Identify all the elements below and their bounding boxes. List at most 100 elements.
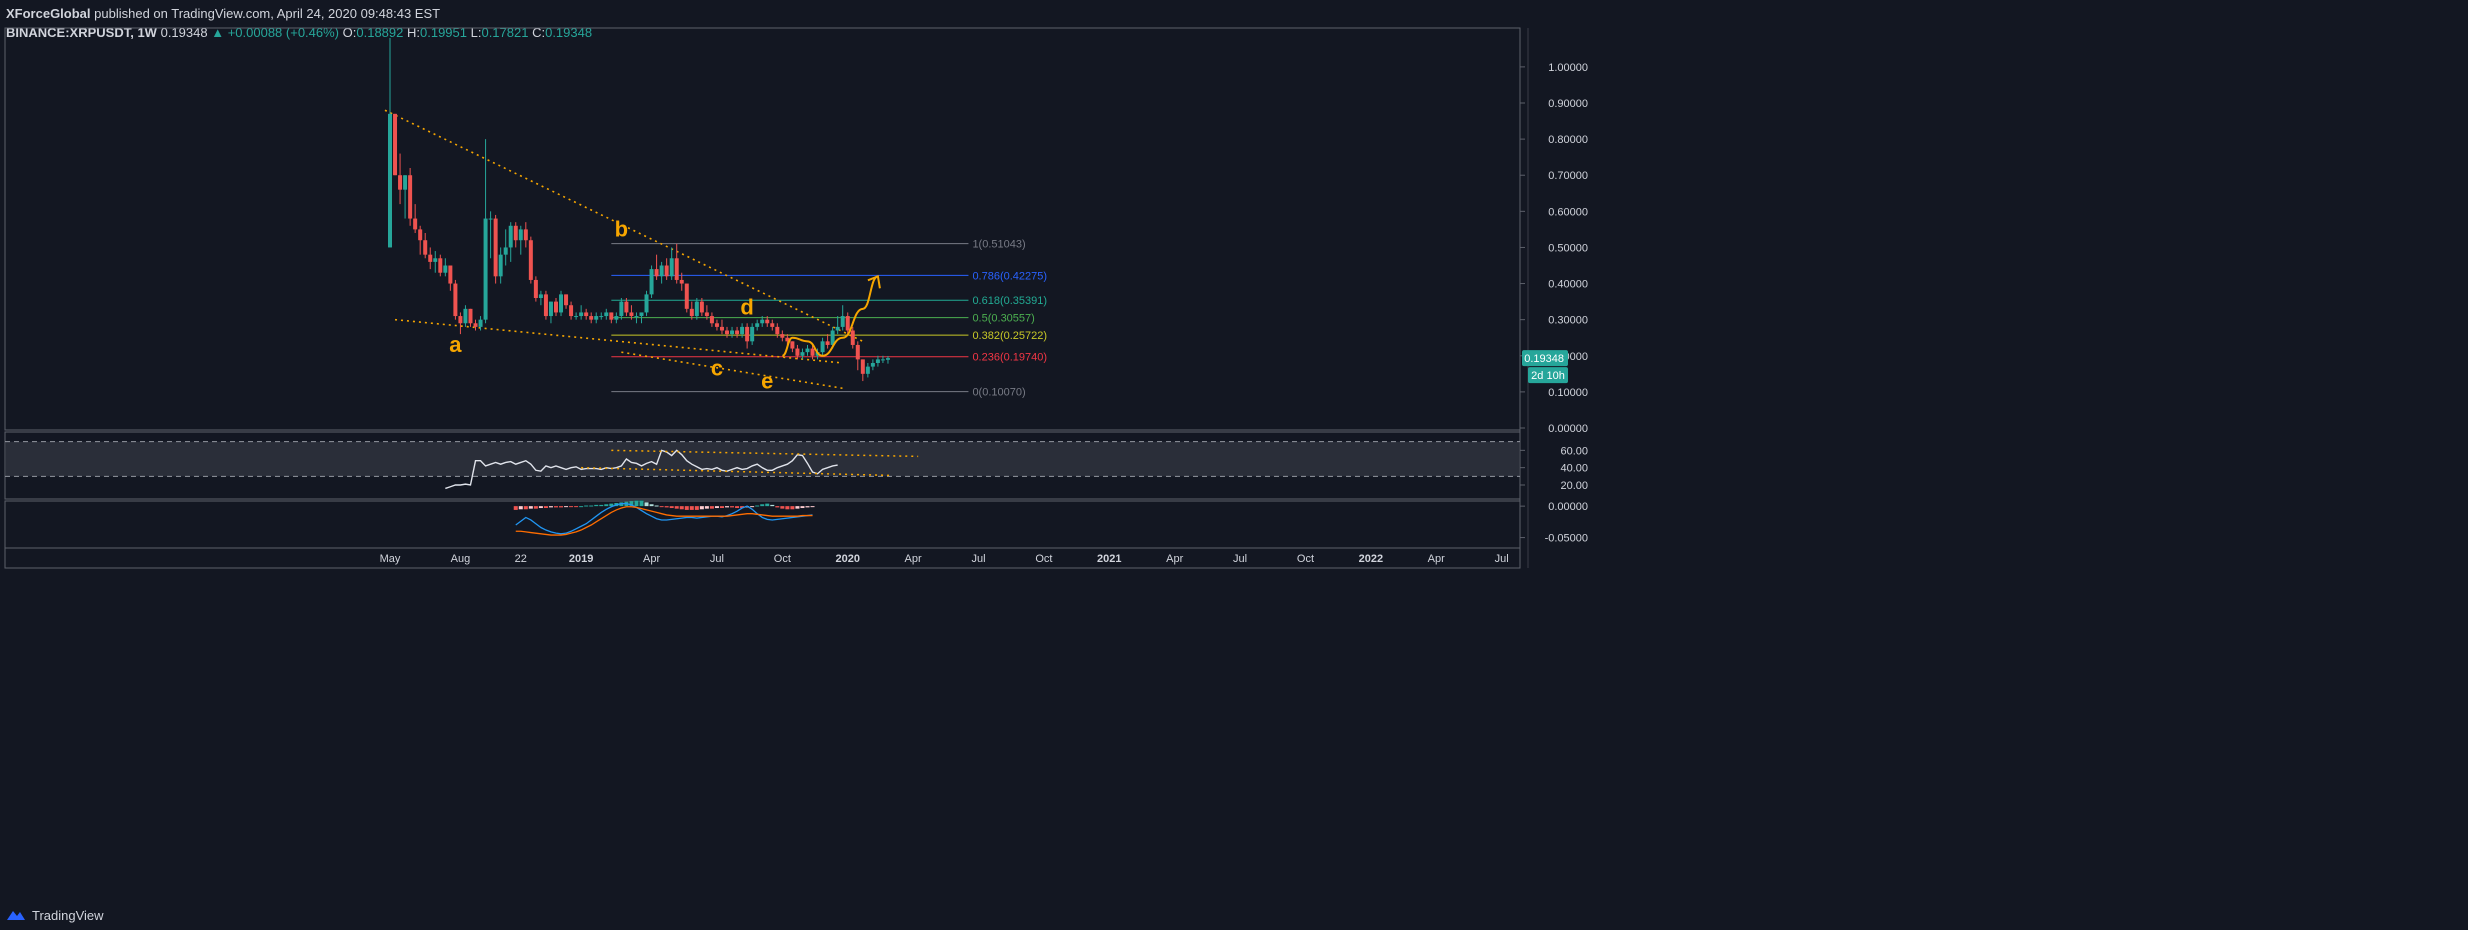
candle[interactable] <box>664 258 669 280</box>
candle[interactable] <box>750 323 755 345</box>
symbol-name[interactable]: BINANCE:XRPUSDT, 1W <box>6 25 157 40</box>
projection-curve[interactable] <box>781 275 879 357</box>
candle[interactable] <box>719 319 724 335</box>
candle[interactable] <box>493 214 498 284</box>
candle[interactable] <box>433 251 438 273</box>
candle[interactable] <box>845 312 850 335</box>
candle[interactable] <box>674 243 679 284</box>
candle[interactable] <box>589 312 594 324</box>
candle[interactable] <box>518 225 523 255</box>
candle[interactable] <box>654 254 659 280</box>
wave-label[interactable]: a <box>449 332 462 357</box>
candle[interactable] <box>850 326 855 349</box>
candle[interactable] <box>388 38 392 248</box>
candle[interactable] <box>604 308 609 320</box>
candle[interactable] <box>644 290 649 317</box>
candle[interactable] <box>810 344 815 360</box>
candle[interactable] <box>528 236 533 284</box>
macd-signal-line[interactable] <box>515 506 813 536</box>
candle[interactable] <box>609 312 614 324</box>
candle[interactable] <box>770 319 775 331</box>
candle[interactable] <box>795 344 800 360</box>
candle[interactable] <box>709 312 714 327</box>
candle[interactable] <box>704 305 709 320</box>
candle[interactable] <box>775 323 780 338</box>
candle[interactable] <box>689 301 694 320</box>
wave-label[interactable]: c <box>711 356 723 381</box>
candle[interactable] <box>438 254 443 277</box>
candle[interactable] <box>548 301 553 324</box>
candle[interactable] <box>619 298 624 320</box>
candle[interactable] <box>398 153 403 205</box>
rsi-trendline-1[interactable] <box>581 466 894 477</box>
candle[interactable] <box>569 301 574 320</box>
candle[interactable] <box>503 229 508 266</box>
candle[interactable] <box>745 323 750 349</box>
candle[interactable] <box>684 283 689 313</box>
candle[interactable] <box>468 308 473 327</box>
candle[interactable] <box>725 326 730 338</box>
candle[interactable] <box>865 363 870 378</box>
candle[interactable] <box>835 316 840 335</box>
candle[interactable] <box>543 290 548 320</box>
candle[interactable] <box>870 359 875 371</box>
candle[interactable] <box>875 355 880 367</box>
candle[interactable] <box>538 290 543 306</box>
candle[interactable] <box>393 113 398 176</box>
candle[interactable] <box>533 276 538 302</box>
candle[interactable] <box>413 204 418 233</box>
candle[interactable] <box>498 247 503 284</box>
candle[interactable] <box>473 319 478 331</box>
candle[interactable] <box>599 312 604 320</box>
candle[interactable] <box>885 355 890 364</box>
candle[interactable] <box>840 305 845 331</box>
candle[interactable] <box>805 344 810 356</box>
candle[interactable] <box>760 316 765 327</box>
candle[interactable] <box>559 290 564 317</box>
candle[interactable] <box>488 211 493 259</box>
candle[interactable] <box>629 305 634 320</box>
candle[interactable] <box>740 323 745 338</box>
candle[interactable] <box>855 341 860 371</box>
candle[interactable] <box>634 312 639 324</box>
candle[interactable] <box>453 279 458 320</box>
candle[interactable] <box>820 337 825 356</box>
trendline-0[interactable] <box>384 109 864 343</box>
candle[interactable] <box>790 341 795 353</box>
candle[interactable] <box>800 348 805 360</box>
candle[interactable] <box>403 175 408 219</box>
candle[interactable] <box>523 222 528 248</box>
candle[interactable] <box>508 222 513 262</box>
candle[interactable] <box>443 258 448 277</box>
candle[interactable] <box>825 334 830 349</box>
candle[interactable] <box>639 312 644 324</box>
candle[interactable] <box>765 316 770 327</box>
candle[interactable] <box>880 355 885 363</box>
candle[interactable] <box>755 319 760 331</box>
candle[interactable] <box>579 305 584 320</box>
candle[interactable] <box>408 168 413 226</box>
candle[interactable] <box>574 312 579 320</box>
candle[interactable] <box>463 305 468 327</box>
candle[interactable] <box>624 298 629 317</box>
candle[interactable] <box>694 298 699 320</box>
publisher-name[interactable]: XForceGlobal <box>6 6 91 21</box>
candle[interactable] <box>594 312 599 324</box>
candle[interactable] <box>714 319 719 331</box>
candle[interactable] <box>418 225 423 255</box>
candle[interactable] <box>735 326 740 338</box>
candle[interactable] <box>649 265 654 299</box>
candle[interactable] <box>553 298 558 317</box>
candle[interactable] <box>860 359 865 382</box>
candle[interactable] <box>614 312 619 324</box>
candle[interactable] <box>483 139 488 324</box>
candle[interactable] <box>458 312 463 335</box>
candle[interactable] <box>478 316 483 331</box>
candle[interactable] <box>423 233 428 259</box>
wave-label[interactable]: b <box>615 217 628 242</box>
footer-brand[interactable]: TradingView <box>32 907 104 923</box>
candle[interactable] <box>659 261 664 284</box>
candle[interactable] <box>448 265 453 291</box>
candle[interactable] <box>513 222 518 248</box>
